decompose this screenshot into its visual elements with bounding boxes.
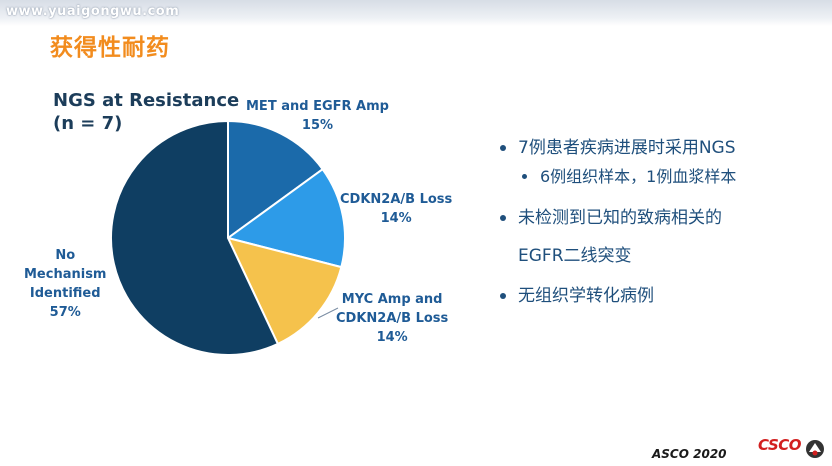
csco-logo: CSCO xyxy=(758,436,802,454)
slice-label-no-mechanism-line1: No xyxy=(55,248,76,263)
pie-slice-met-egfr xyxy=(227,119,325,240)
bullet-text: EGFR二线突变 xyxy=(518,246,632,266)
bullet-dot-icon xyxy=(522,174,527,179)
slide-title: 获得性耐药 xyxy=(50,35,170,61)
slice-label-no-mechanism-line2: Mechanism xyxy=(24,267,107,282)
bullet-dot-icon xyxy=(500,215,506,221)
slice-label-met-egfr: MET and EGFR Amp 15% xyxy=(246,97,389,135)
pie-slice-no-mechanism xyxy=(110,119,280,356)
slice-label-no-mechanism-value: 57% xyxy=(49,305,81,320)
sub-bullet-item: 6例组织样本，1例血浆样本 xyxy=(522,165,820,189)
chart-heading: NGS at Resistance (n = 7) xyxy=(53,89,239,135)
slice-label-myc-cdkn2ab-value: 14% xyxy=(376,330,408,345)
slice-label-myc-cdkn2ab: MYC Amp and CDKN2A/B Loss 14% xyxy=(336,290,448,347)
bullet-continuation: EGFR二线突变 xyxy=(500,244,820,268)
bullet-dot-icon xyxy=(500,293,506,299)
slice-label-cdkn2ab: CDKN2A/B Loss 14% xyxy=(340,190,452,228)
slice-label-cdkn2ab-value: 14% xyxy=(380,211,412,226)
chart-heading-line1: NGS at Resistance xyxy=(53,90,240,111)
bullet-text: 6例组织样本，1例血浆样本 xyxy=(540,167,737,186)
slice-label-met-egfr-name: MET and EGFR Amp xyxy=(246,99,389,114)
chart-heading-line2: (n = 7) xyxy=(53,113,123,134)
pie-slice-cdkn2ab xyxy=(225,167,346,269)
pie-slice-myc-cdkn2ab xyxy=(226,236,343,346)
top-band xyxy=(0,0,832,26)
bullet-text: 无组织学转化病例 xyxy=(518,286,654,306)
slice-label-myc-cdkn2ab-line1: MYC Amp and xyxy=(341,292,443,307)
bullet-list: 7例患者疾病进展时采用NGS 6例组织样本，1例血浆样本 未检测到已知的致病相关… xyxy=(500,136,820,308)
slice-label-cdkn2ab-name: CDKN2A/B Loss xyxy=(340,192,453,207)
slice-label-no-mechanism: No Mechanism Identified 57% xyxy=(24,246,106,322)
bullet-text: 未检测到已知的致病相关的 xyxy=(518,208,722,228)
slice-label-myc-cdkn2ab-line2: CDKN2A/B Loss xyxy=(336,311,449,326)
slice-label-no-mechanism-line3: Identified xyxy=(29,286,101,301)
bullet-item: 7例患者疾病进展时采用NGS xyxy=(500,136,820,160)
csco-emblem-icon xyxy=(806,440,824,458)
slice-label-met-egfr-value: 15% xyxy=(301,118,334,133)
bullet-item: 无组织学转化病例 xyxy=(500,284,820,308)
conference-label: ASCO 2020 xyxy=(652,447,727,461)
bullet-text: 7例患者疾病进展时采用NGS xyxy=(518,138,736,158)
watermark: www.yuaigongwu.com xyxy=(6,4,180,19)
leader-line xyxy=(317,307,339,319)
bullet-item: 未检测到已知的致病相关的 xyxy=(500,206,820,230)
bullet-dot-icon xyxy=(500,145,506,151)
